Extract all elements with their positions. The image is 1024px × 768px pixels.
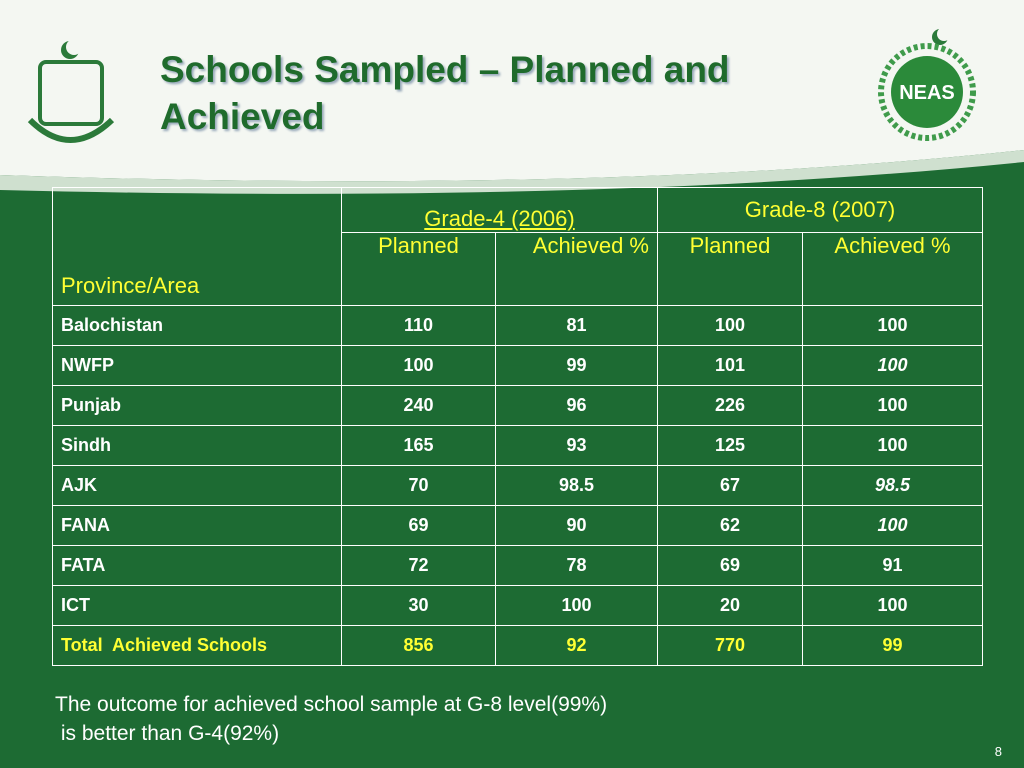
slide-title: Schools Sampled – Planned and Achieved	[160, 49, 730, 137]
table-row: Total Achieved Schools 856 92 770 99	[52, 625, 983, 666]
note-line: The outcome for achieved school sample a…	[55, 693, 608, 716]
table-cell: Balochistan	[52, 305, 342, 346]
note: The outcome for achieved school sample a…	[55, 690, 607, 748]
logo-text: NEAS	[899, 82, 955, 104]
table-cell: 91	[802, 545, 983, 586]
table-cell: 30	[341, 585, 496, 626]
table-cell: 20	[657, 585, 803, 626]
table-cell: 101	[657, 345, 803, 386]
table-row: NWFP 100 99 101 100	[52, 345, 983, 386]
table-cell: 770	[657, 625, 803, 666]
table-row: ICT 30 100 20 100	[52, 585, 983, 626]
table-cell: 125	[657, 425, 803, 466]
table-cell: 69	[341, 505, 496, 546]
table-row: Balochistan 110 81 100 100	[52, 305, 983, 346]
table-cell: 62	[657, 505, 803, 546]
table-cell: 100	[495, 585, 658, 626]
table-cell: 92	[495, 625, 658, 666]
table-cell: ICT	[52, 585, 342, 626]
table-cell: 856	[341, 625, 496, 666]
table-cell: 165	[341, 425, 496, 466]
neas-logo: NEAS	[878, 27, 976, 141]
table-cell: 96	[495, 385, 658, 426]
table-cell: 81	[495, 305, 658, 346]
table-cell: 93	[495, 425, 658, 466]
table-cell: 98.5	[802, 465, 983, 506]
table-cell: 100	[802, 305, 983, 346]
table-cell: 69	[657, 545, 803, 586]
table-cell: 100	[341, 345, 496, 386]
table-cell: 99	[495, 345, 658, 386]
table-cell: 70	[341, 465, 496, 506]
table-cell: Sindh	[52, 425, 342, 466]
table-cell: 100	[802, 385, 983, 426]
state-emblem	[27, 39, 115, 143]
header-cell: Planned	[341, 232, 496, 306]
table-cell: 100	[802, 425, 983, 466]
table-cell: FATA	[52, 545, 342, 586]
header-edge	[0, 150, 1024, 194]
header-band	[0, 0, 1024, 182]
table-cell: Punjab	[52, 385, 342, 426]
table-cell: 100	[802, 505, 983, 546]
table-row: Punjab 240 96 226 100	[52, 385, 983, 426]
header-cell: Achieved %	[495, 232, 658, 306]
header-cell: Achieved %	[802, 232, 983, 306]
header-cell: Province/Area	[52, 187, 342, 306]
header-cell: Grade-8 (2007)	[657, 187, 983, 233]
table-cell: 98.5	[495, 465, 658, 506]
table-cell: 226	[657, 385, 803, 426]
page-number: 8	[994, 744, 1002, 759]
table-cell: 240	[341, 385, 496, 426]
table-cell: 67	[657, 465, 803, 506]
table-cell: 99	[802, 625, 983, 666]
note-line: is better than G-4(92%)	[55, 722, 280, 745]
table-cell: 100	[802, 345, 983, 386]
table-row: Sindh 165 93 125 100	[52, 425, 983, 466]
header-cell: Planned	[657, 232, 803, 306]
table-cell: Total Achieved Schools	[52, 625, 342, 666]
table-cell: AJK	[52, 465, 342, 506]
data-table: Province/Area Grade-4 (2006) Grade-8 (20…	[52, 187, 983, 666]
table-row: FATA 72 78 69 91	[52, 545, 983, 586]
table-cell: 78	[495, 545, 658, 586]
table-cell: 100	[657, 305, 803, 346]
table-cell: 100	[802, 585, 983, 626]
table-cell: 90	[495, 505, 658, 546]
table-cell: NWFP	[52, 345, 342, 386]
table-cell: FANA	[52, 505, 342, 546]
table-row: AJK 70 98.5 67 98.5	[52, 465, 983, 506]
table-cell: 72	[341, 545, 496, 586]
table-row: FANA 69 90 62 100	[52, 505, 983, 546]
header-cell: Grade-4 (2006)	[341, 187, 658, 233]
table-cell: 110	[341, 305, 496, 346]
